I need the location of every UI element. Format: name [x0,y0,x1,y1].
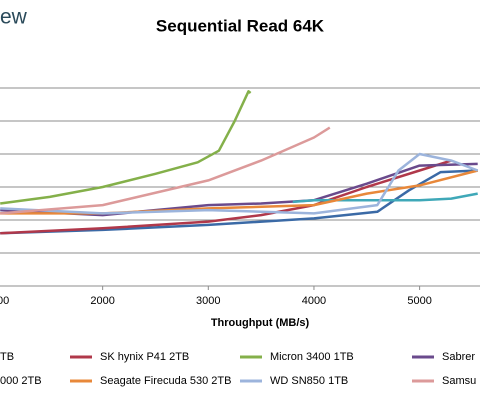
legend-label: WD SN850 1TB [270,375,348,387]
x-tick-label: 3000 [196,295,220,307]
x-tick-label: 5000 [407,295,431,307]
legend-label: Samsu [442,375,476,387]
line-series [0,152,479,215]
line-series [0,126,331,215]
line-series [292,192,478,204]
legend-label: 000 2TB [0,375,42,387]
x-tick-label: 1000 [0,295,9,307]
x-tick-label: 2000 [90,295,114,307]
legend-label: Micron 3400 1TB [270,351,354,363]
chart-title: Sequential Read 64K [156,16,325,35]
legend-label: TB [0,351,14,363]
legend-label: Seagate Firecuda 530 2TB [100,375,231,387]
x-axis-title: Throughput (MB/s) [211,317,310,329]
x-tick-label: 4000 [302,295,326,307]
line-series [0,169,478,235]
legend-label: SK hynix P41 2TB [100,351,189,363]
line-series [0,159,452,235]
legend-label: Sabrer [442,351,475,363]
line-series [0,90,252,205]
logo: ew [0,6,28,29]
